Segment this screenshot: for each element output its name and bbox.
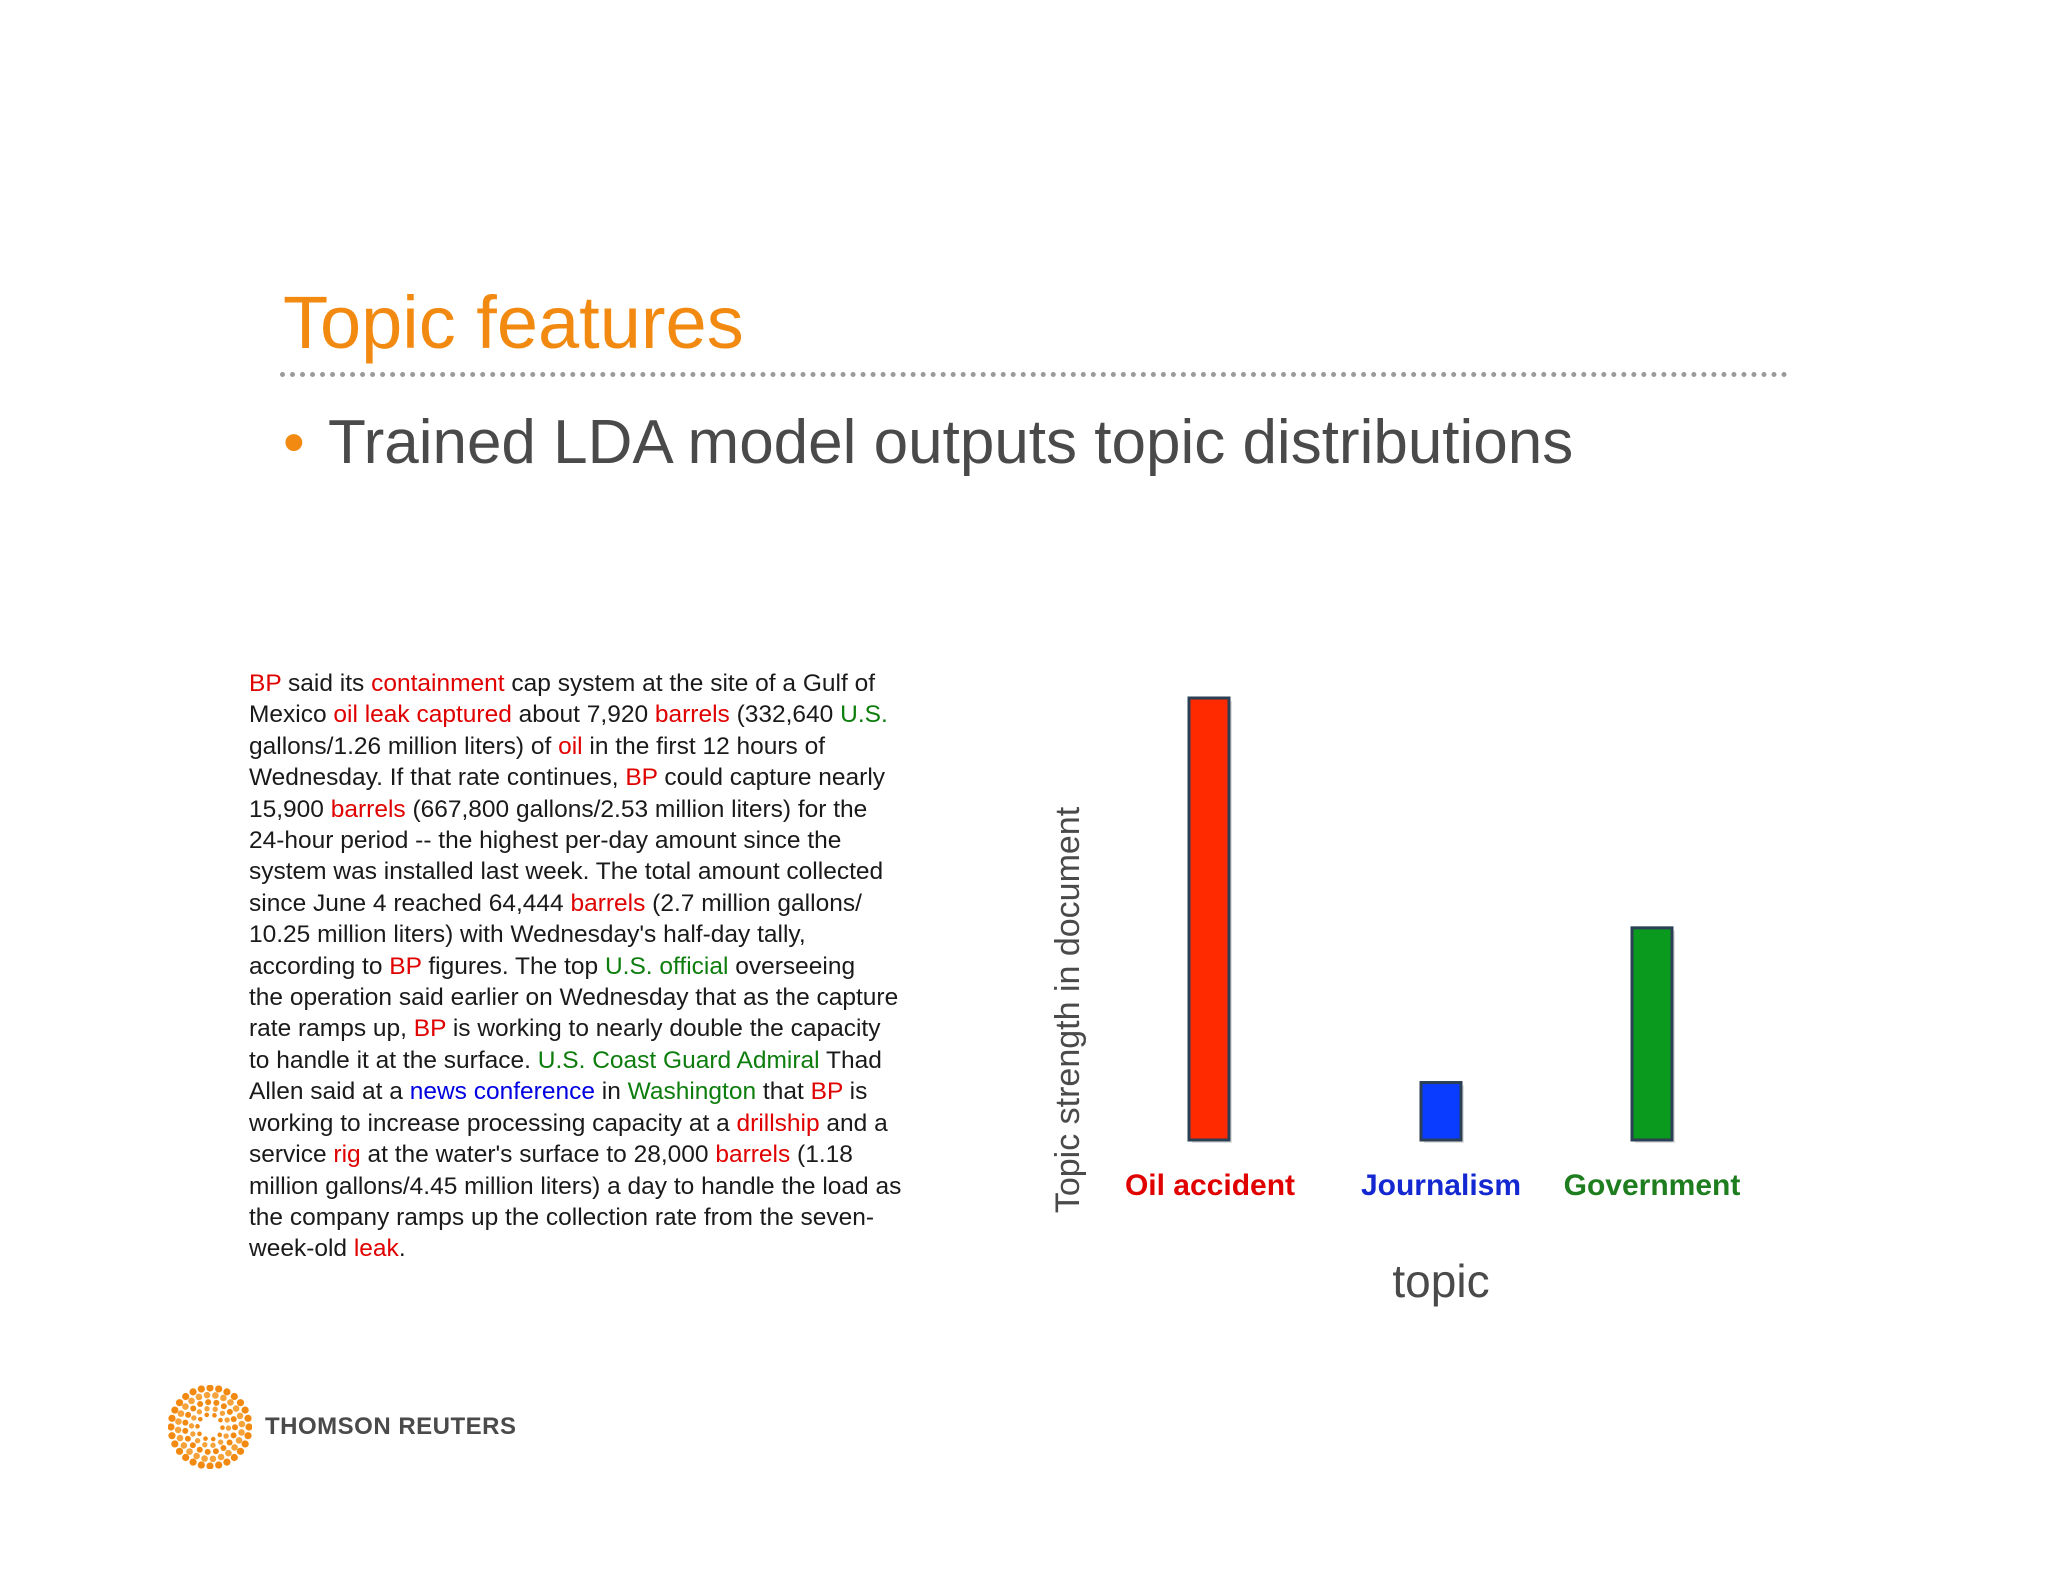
article-fragment: rate ramps up, bbox=[249, 1015, 414, 1043]
article-fragment: (1.18 bbox=[790, 1141, 853, 1169]
topic-keyword-red: BP bbox=[389, 952, 422, 980]
article-fragment: the company ramps up the collection rate… bbox=[249, 1203, 875, 1231]
article-fragment: system was installed last week. The tota… bbox=[249, 858, 884, 886]
article-fragment: million gallons/4.45 million liters) a d… bbox=[249, 1172, 902, 1200]
article-line: working to increase processing capacity … bbox=[249, 1108, 969, 1139]
article-fragment: 24-hour period -- the highest per-day am… bbox=[249, 827, 842, 855]
topic-keyword-red: oil bbox=[558, 732, 583, 760]
article-fragment: overseeing bbox=[728, 952, 856, 980]
article-fragment: 15,900 bbox=[249, 795, 331, 823]
topic-keyword-red: leak bbox=[353, 1235, 399, 1263]
article-fragment: (2.7 million gallons/ bbox=[645, 889, 862, 917]
topic-keyword-red: BP bbox=[249, 670, 282, 697]
article-fragment: (332,640 bbox=[729, 701, 841, 729]
topic-keyword-red: BP bbox=[810, 1078, 843, 1106]
article-text: BP said its containment cap system at th… bbox=[249, 668, 969, 1265]
article-fragment: Allen said at a bbox=[249, 1078, 410, 1106]
article-line: million gallons/4.45 million liters) a d… bbox=[249, 1171, 969, 1202]
category-label: Journalism bbox=[1361, 1169, 1521, 1202]
article-line: system was installed last week. The tota… bbox=[249, 856, 969, 887]
slide-title: Topic features bbox=[283, 281, 744, 364]
topic-keyword-green: U.S. official bbox=[604, 952, 729, 980]
article-line: rate ramps up, BP is working to nearly d… bbox=[249, 1013, 969, 1044]
article-line: BP said its containment cap system at th… bbox=[249, 668, 969, 699]
article-fragment: that bbox=[756, 1078, 811, 1106]
article-fragment: the operation said earlier on Wednesday … bbox=[249, 984, 899, 1012]
x-axis-label: topic bbox=[1392, 1255, 1489, 1307]
article-fragment: Mexico bbox=[249, 701, 334, 729]
article-fragment: working to increase processing capacity … bbox=[249, 1109, 737, 1137]
article-fragment: service bbox=[249, 1141, 334, 1169]
article-fragment: Wednesday. If that rate continues, bbox=[249, 764, 626, 792]
topic-keyword-red: barrels bbox=[330, 795, 406, 823]
bullet-dot-icon: • bbox=[283, 408, 305, 477]
topic-keyword-red: barrels bbox=[654, 701, 730, 729]
topic-keyword-red: barrels bbox=[715, 1141, 791, 1169]
topic-keyword-green: U.S. bbox=[840, 701, 888, 729]
topic-keyword-green: Washington bbox=[627, 1078, 757, 1106]
article-line: 10.25 million liters) with Wednesday's h… bbox=[249, 919, 969, 950]
topic-keyword-red: rig bbox=[333, 1141, 361, 1169]
article-fragment: is working to nearly double the capacity bbox=[446, 1015, 881, 1043]
title-divider bbox=[280, 372, 1788, 377]
topic-keyword-red: barrels bbox=[570, 889, 646, 917]
article-fragment: gallons/1.26 million liters) of bbox=[249, 732, 559, 760]
article-fragment: figures. The top bbox=[421, 952, 605, 980]
bar-highlight bbox=[1187, 696, 1231, 1142]
article-line: 24-hour period -- the highest per-day am… bbox=[249, 825, 969, 856]
article-fragment: in bbox=[594, 1078, 628, 1106]
category-label: Government bbox=[1564, 1169, 1741, 1202]
bullet-point: • Trained LDA model outputs topic distrib… bbox=[283, 412, 1573, 474]
topic-keyword-green: U.S. Coast Guard Admiral bbox=[537, 1046, 820, 1074]
article-fragment: said its bbox=[281, 670, 372, 697]
article-fragment: is bbox=[842, 1078, 868, 1106]
article-line: 15,900 barrels (667,800 gallons/2.53 mil… bbox=[249, 794, 969, 825]
article-fragment: . bbox=[398, 1235, 406, 1263]
article-line: service rig at the water's surface to 28… bbox=[249, 1139, 969, 1170]
bar-highlight bbox=[1630, 926, 1674, 1142]
category-label: Oil accident bbox=[1125, 1169, 1295, 1202]
article-fragment: to handle it at the surface. bbox=[249, 1046, 538, 1074]
article-line: since June 4 reached 64,444 barrels (2.7… bbox=[249, 888, 969, 919]
article-line: to handle it at the surface. U.S. Coast … bbox=[249, 1045, 969, 1076]
topic-keyword-red: BP bbox=[413, 1015, 447, 1043]
article-line: Wednesday. If that rate continues, BP co… bbox=[249, 762, 969, 793]
article-fragment: could capture nearly bbox=[657, 764, 886, 792]
article-fragment: in the first 12 hours of bbox=[582, 732, 826, 760]
article-line: the company ramps up the collection rate… bbox=[249, 1202, 969, 1233]
article-fragment: and a bbox=[819, 1109, 888, 1137]
article-fragment: cap system at the site of a Gulf of bbox=[504, 670, 876, 697]
topic-keyword-red: BP bbox=[625, 764, 658, 792]
thomson-reuters-logo bbox=[168, 1385, 252, 1469]
article-line: the operation said earlier on Wednesday … bbox=[249, 982, 969, 1013]
topic-keyword-red: drillship bbox=[736, 1109, 820, 1137]
article-fragment: about 7,920 bbox=[511, 701, 655, 729]
topic-keyword-blue: news conference bbox=[409, 1078, 595, 1106]
article-fragment: Thad bbox=[819, 1046, 882, 1074]
article-line: according to BP figures. The top U.S. of… bbox=[249, 951, 969, 982]
article-fragment: (667,800 gallons/2.53 million liters) fo… bbox=[405, 795, 868, 823]
article-fragment: according to bbox=[249, 952, 390, 980]
article-line: Allen said at a news conference in Washi… bbox=[249, 1076, 969, 1107]
y-axis-label: Topic strength in document bbox=[1049, 806, 1087, 1213]
article-line: Mexico oil leak captured about 7,920 bar… bbox=[249, 699, 969, 730]
article-fragment: 10.25 million liters) with Wednesday's h… bbox=[249, 921, 806, 949]
article-line: week-old leak. bbox=[249, 1233, 969, 1264]
article-fragment: since June 4 reached 64,444 bbox=[249, 889, 571, 917]
brand-name: THOMSON REUTERS bbox=[265, 1413, 517, 1440]
article-fragment: week-old bbox=[249, 1235, 354, 1263]
topic-keyword-red: oil leak captured bbox=[333, 701, 512, 729]
topic-keyword-red: containment bbox=[371, 670, 505, 697]
bullet-text: Trained LDA model outputs topic distribu… bbox=[328, 408, 1574, 477]
article-line: gallons/1.26 million liters) of oil in t… bbox=[249, 731, 969, 762]
article-fragment: at the water's surface to 28,000 bbox=[360, 1141, 716, 1169]
bar-highlight bbox=[1419, 1081, 1463, 1142]
